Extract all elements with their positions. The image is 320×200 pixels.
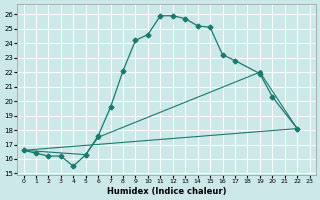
X-axis label: Humidex (Indice chaleur): Humidex (Indice chaleur) bbox=[107, 187, 226, 196]
